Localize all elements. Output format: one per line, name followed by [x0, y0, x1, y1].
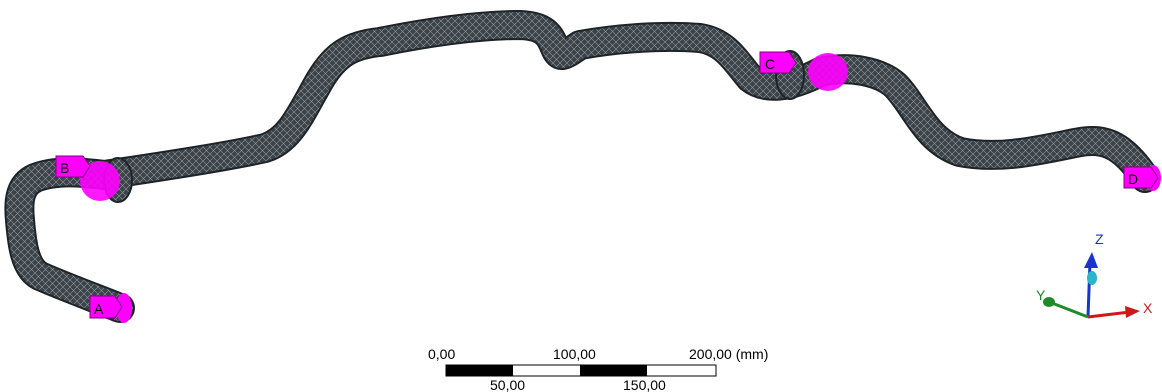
- scale-label-100: 100,00: [553, 346, 596, 362]
- y-axis-line: [1051, 301, 1089, 319]
- x-axis-label: X: [1143, 300, 1153, 316]
- scale-label-150: 150,00: [623, 377, 666, 392]
- scale-bar: 0,00 100,00 200,00 (mm) 50,00 150,00: [428, 346, 768, 392]
- scale-label-200: 200,00 (mm): [689, 346, 768, 362]
- y-axis-label: Y: [1036, 287, 1046, 303]
- triad-origin-sphere: [1087, 271, 1097, 285]
- marker-c[interactable]: C: [759, 51, 797, 74]
- marker-a[interactable]: A: [89, 295, 123, 319]
- marker-d-label: D: [1128, 171, 1138, 187]
- selected-faces[interactable]: [80, 53, 1161, 323]
- marker-b-label: B: [60, 160, 69, 176]
- marker-c-label: C: [765, 56, 775, 72]
- scale-bar-segment-3: [580, 365, 647, 376]
- marker-b[interactable]: B: [55, 155, 91, 178]
- stabilizer-bar-mesh[interactable]: [4, 10, 1160, 323]
- coordinate-triad[interactable]: Z Y X: [1036, 231, 1153, 319]
- scale-label-0: 0,00: [428, 346, 455, 362]
- y-axis-arrow: [1043, 297, 1055, 307]
- z-axis-line: [1086, 261, 1092, 318]
- marker-a-label: A: [94, 301, 104, 317]
- z-axis-arrow: [1084, 252, 1098, 268]
- scale-bar-segment-1: [446, 365, 513, 376]
- z-axis-label: Z: [1095, 231, 1104, 247]
- marker-d[interactable]: D: [1123, 166, 1159, 189]
- scale-label-50: 50,00: [490, 377, 525, 392]
- x-axis-line: [1087, 310, 1131, 319]
- x-axis-arrow: [1125, 306, 1140, 318]
